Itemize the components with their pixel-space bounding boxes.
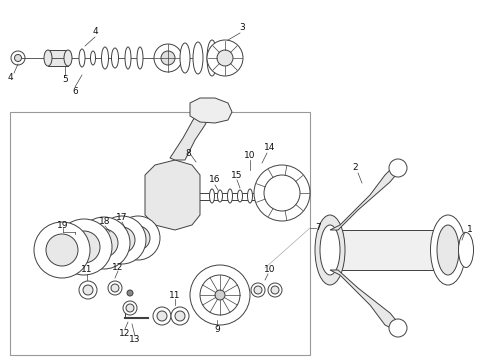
Ellipse shape (153, 307, 171, 325)
Ellipse shape (108, 281, 122, 295)
Bar (48, 50, 68, 66)
Polygon shape (330, 165, 400, 230)
Text: 15: 15 (231, 171, 243, 180)
Text: 3: 3 (239, 23, 245, 32)
Ellipse shape (79, 49, 85, 67)
Circle shape (200, 275, 240, 315)
Ellipse shape (112, 48, 119, 68)
Ellipse shape (459, 233, 473, 267)
Ellipse shape (320, 225, 340, 275)
Text: 5: 5 (62, 76, 68, 85)
Ellipse shape (180, 43, 190, 73)
Text: 10: 10 (264, 266, 276, 274)
Bar (330, 230, 450, 270)
Ellipse shape (44, 50, 52, 66)
Circle shape (127, 290, 133, 296)
Text: 1: 1 (467, 225, 473, 234)
Ellipse shape (90, 229, 118, 257)
Text: 11: 11 (81, 266, 93, 274)
Ellipse shape (111, 284, 119, 292)
Ellipse shape (268, 283, 282, 297)
Text: 18: 18 (99, 217, 111, 226)
Ellipse shape (271, 286, 279, 294)
Text: 13: 13 (129, 336, 141, 345)
Text: 10: 10 (244, 150, 256, 159)
Ellipse shape (34, 222, 90, 278)
Ellipse shape (123, 301, 137, 315)
Circle shape (207, 40, 243, 76)
Ellipse shape (68, 231, 100, 263)
Ellipse shape (437, 225, 459, 275)
Text: 16: 16 (209, 175, 221, 184)
Text: 14: 14 (264, 144, 276, 153)
Ellipse shape (171, 307, 189, 325)
Ellipse shape (78, 217, 130, 269)
Ellipse shape (251, 283, 265, 297)
Ellipse shape (157, 311, 167, 321)
Ellipse shape (101, 47, 108, 69)
Polygon shape (145, 160, 200, 230)
Ellipse shape (238, 190, 243, 202)
Text: 19: 19 (57, 220, 69, 230)
Ellipse shape (83, 285, 93, 295)
Ellipse shape (389, 319, 407, 337)
Ellipse shape (258, 190, 263, 202)
Polygon shape (190, 98, 232, 123)
Text: 12: 12 (112, 262, 123, 271)
Ellipse shape (193, 42, 203, 74)
Ellipse shape (79, 281, 97, 299)
Circle shape (254, 165, 310, 221)
Text: 7: 7 (315, 224, 321, 233)
Ellipse shape (91, 51, 96, 65)
Text: 2: 2 (352, 163, 358, 172)
Polygon shape (170, 110, 210, 160)
Text: 8: 8 (185, 148, 191, 158)
Text: 6: 6 (72, 87, 78, 96)
Circle shape (154, 44, 182, 72)
Ellipse shape (125, 47, 131, 69)
Text: 4: 4 (7, 73, 13, 82)
Ellipse shape (126, 226, 150, 250)
Ellipse shape (268, 189, 272, 203)
Ellipse shape (389, 159, 407, 177)
Ellipse shape (126, 304, 134, 312)
Circle shape (190, 265, 250, 325)
Ellipse shape (210, 189, 215, 203)
Ellipse shape (64, 50, 72, 66)
Ellipse shape (227, 189, 232, 203)
Ellipse shape (207, 40, 217, 76)
Circle shape (15, 54, 22, 62)
Ellipse shape (175, 311, 185, 321)
Ellipse shape (247, 189, 252, 203)
Circle shape (11, 51, 25, 65)
Circle shape (161, 51, 175, 65)
Circle shape (217, 50, 233, 66)
Ellipse shape (116, 216, 160, 260)
Polygon shape (330, 270, 400, 330)
Text: 4: 4 (92, 27, 98, 36)
Ellipse shape (137, 47, 143, 69)
Ellipse shape (46, 234, 78, 266)
Ellipse shape (218, 190, 222, 202)
Text: 12: 12 (119, 328, 131, 338)
Ellipse shape (431, 215, 465, 285)
Circle shape (264, 175, 300, 211)
Ellipse shape (315, 215, 345, 285)
Text: 11: 11 (169, 291, 181, 300)
Text: 9: 9 (214, 325, 220, 334)
Bar (10, 112, 310, 355)
Ellipse shape (98, 216, 146, 264)
Ellipse shape (56, 219, 112, 275)
Circle shape (215, 290, 225, 300)
Ellipse shape (254, 286, 262, 294)
Ellipse shape (109, 227, 135, 253)
Text: 17: 17 (116, 213, 128, 222)
